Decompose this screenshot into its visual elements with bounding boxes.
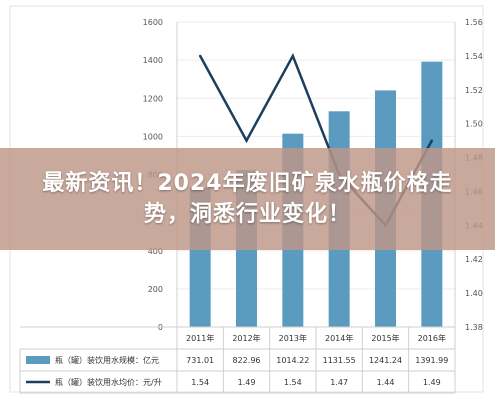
price-value-label: 1.49: [238, 378, 256, 387]
price-point-2013年: [291, 54, 295, 58]
y-right-tick-label: 1.50: [465, 120, 483, 129]
price-point-2011年: [198, 54, 202, 58]
bar-value-label: 822.96: [233, 356, 261, 365]
price-point-2016年: [430, 139, 434, 142]
price-value-label: 1.54: [191, 378, 209, 387]
legend-label-bar: 瓶（罐）装饮用水规模：亿元: [55, 355, 159, 365]
bar-value-label: 1131.55: [323, 356, 356, 365]
bar-value-label: 1391.99: [415, 356, 448, 365]
y-right-tick-label: 1.52: [465, 86, 483, 95]
x-tick-label: 2011年: [186, 333, 214, 343]
x-tick-label: 2016年: [418, 333, 446, 343]
y-right-tick-label: 1.38: [465, 323, 483, 332]
y-right-tick-label: 1.56: [465, 18, 483, 27]
y-left-tick-label: 1600: [143, 18, 163, 27]
x-tick-label: 2014年: [325, 333, 353, 343]
y-left-tick-label: 200: [148, 285, 163, 294]
y-right-tick-label: 1.54: [465, 52, 483, 61]
x-tick-label: 2015年: [371, 333, 399, 343]
y-left-tick-label: 1000: [143, 132, 163, 141]
legend-label-line: 瓶（罐）装饮用水均价：元/升: [55, 377, 162, 387]
headline-text: 最新资讯！2024年废旧矿泉水瓶价格走势，洞悉行业变化！: [42, 171, 453, 227]
headline-banner: 最新资讯！2024年废旧矿泉水瓶价格走势，洞悉行业变化！: [0, 148, 495, 250]
price-value-label: 1.44: [377, 378, 395, 387]
y-left-tick-label: 400: [148, 247, 163, 256]
bar-value-label: 1241.24: [369, 356, 402, 365]
bar-value-label: 731.01: [186, 356, 214, 365]
price-value-label: 1.49: [423, 378, 441, 387]
price-value-label: 1.54: [284, 378, 302, 387]
price-point-2012年: [245, 139, 248, 142]
price-value-label: 1.47: [330, 378, 348, 387]
legend-swatch-bar: [26, 356, 50, 364]
x-tick-label: 2013年: [279, 333, 307, 343]
y-right-tick-label: 1.42: [465, 255, 483, 264]
y-left-tick-label: 1200: [143, 94, 163, 103]
x-tick-label: 2012年: [232, 333, 260, 343]
bar-value-label: 1014.22: [276, 356, 309, 365]
y-left-tick-label: 1400: [143, 56, 163, 65]
y-right-tick-label: 1.40: [465, 289, 483, 298]
